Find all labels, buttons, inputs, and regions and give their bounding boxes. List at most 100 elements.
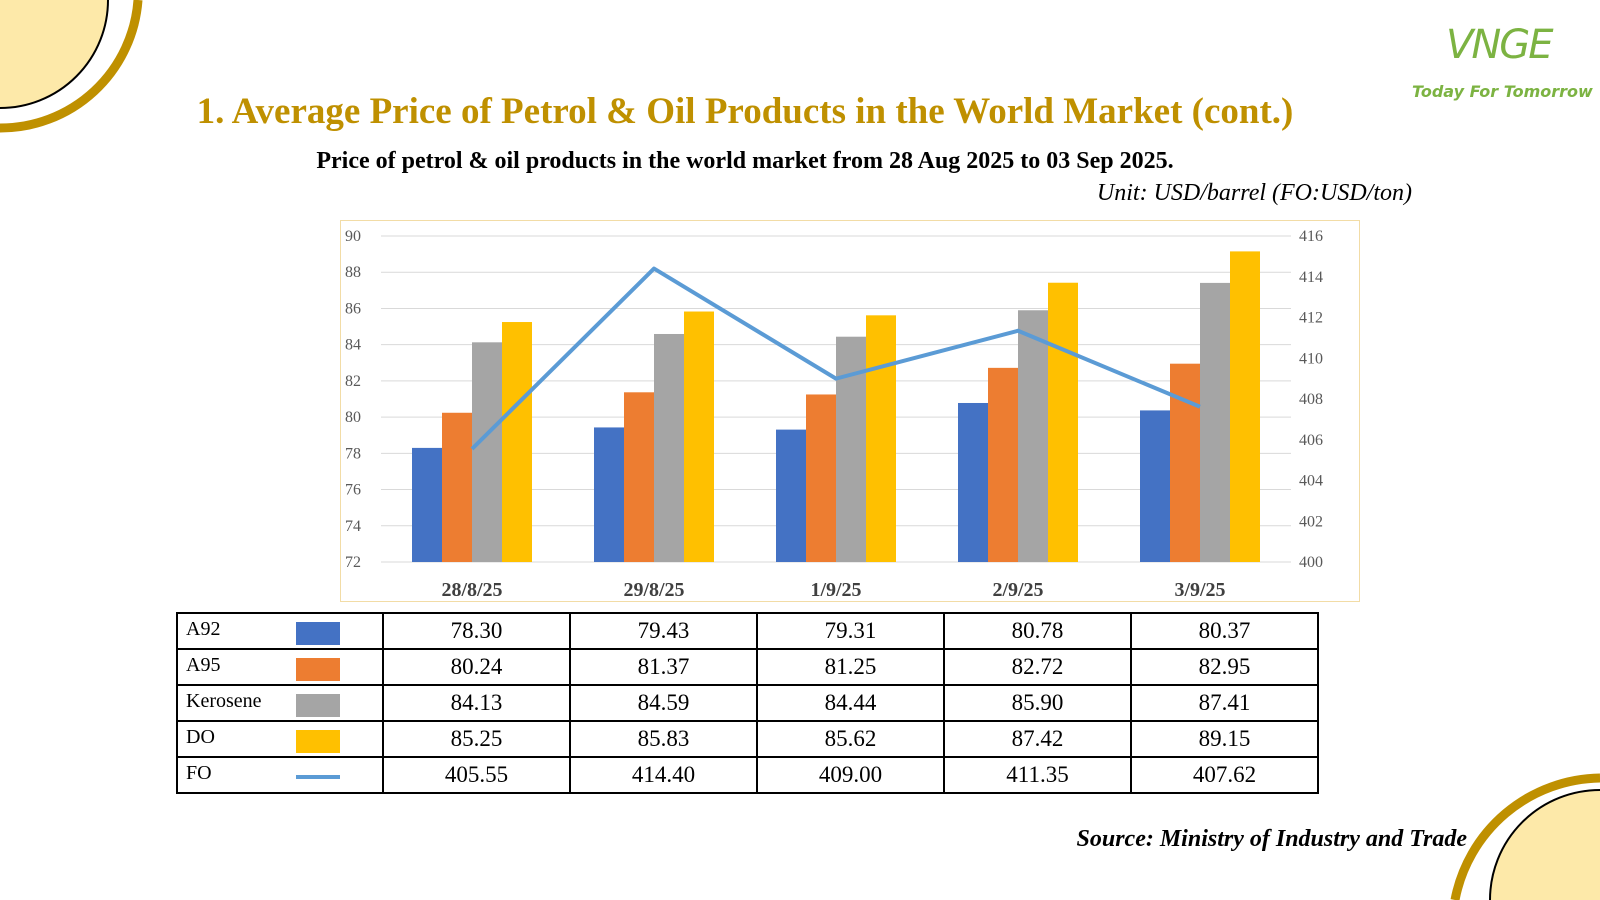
bar-a95 xyxy=(806,394,836,562)
y-left-tick-label: 84 xyxy=(345,337,361,354)
y-left-tick-label: 86 xyxy=(345,300,361,317)
legend-swatch xyxy=(296,730,340,753)
table-cell: 79.43 xyxy=(569,612,758,650)
page-title-text: 1. Average Price of Petrol & Oil Product… xyxy=(196,91,1294,132)
legend-swatch xyxy=(296,658,340,681)
table-row: Kerosene 84.13 84.59 84.44 85.90 87.41 xyxy=(176,684,1319,722)
y-right-tick-label: 416 xyxy=(1299,228,1323,245)
legend-swatch xyxy=(296,694,340,717)
y-left-tick-label: 90 xyxy=(345,228,361,245)
bar-a95 xyxy=(1170,363,1200,562)
table-row: A95 80.24 81.37 81.25 82.72 82.95 xyxy=(176,648,1319,686)
table-cell: 80.37 xyxy=(1130,612,1319,650)
legend-swatch xyxy=(296,775,340,779)
table-cell: 85.83 xyxy=(569,720,758,758)
table-row: A92 78.30 79.43 79.31 80.78 80.37 xyxy=(176,612,1319,650)
series-name: FO xyxy=(186,762,212,784)
y-left-tick-label: 78 xyxy=(345,445,361,462)
chart-subtitle-text: Price of petrol & oil products in the wo… xyxy=(316,148,1174,174)
y-left-tick-label: 72 xyxy=(345,554,361,571)
combo-chart: 72 74 76 78 80 82 84 86 88 90 400 402 404 406 408 410 41… xyxy=(345,228,1323,601)
y-left-tick-label: 74 xyxy=(345,518,361,535)
x-tick-label: 2/9/25 xyxy=(992,579,1043,601)
table-cell: 405.55 xyxy=(382,756,571,794)
y-left-tick-label: 88 xyxy=(345,264,361,281)
table-row: DO 85.25 85.83 85.62 87.42 89.15 xyxy=(176,720,1319,758)
table-cell: 407.62 xyxy=(1130,756,1319,794)
bar-do xyxy=(684,311,714,562)
x-tick-label: 3/9/25 xyxy=(1174,579,1225,601)
table-cell: 84.59 xyxy=(569,684,758,722)
table-cell: 80.24 xyxy=(382,648,571,686)
table-cell: 81.25 xyxy=(756,648,945,686)
bar-a95 xyxy=(442,412,472,562)
logo-tagline: Today For Tomorrow xyxy=(1412,82,1593,101)
chart-frame: 72 74 76 78 80 82 84 86 88 90 400 402 404 406 408 410 41… xyxy=(340,220,1360,602)
series-label-cell: A95 xyxy=(176,648,384,686)
table-cell: 84.13 xyxy=(382,684,571,722)
line-fo xyxy=(470,266,1201,451)
table-cell: 82.72 xyxy=(943,648,1132,686)
table-cell: 81.37 xyxy=(569,648,758,686)
x-tick-label: 28/8/25 xyxy=(441,579,502,601)
table-cell: 87.42 xyxy=(943,720,1132,758)
series-label-cell: DO xyxy=(176,720,384,758)
y-right-tick-label: 414 xyxy=(1299,269,1323,286)
bar-a95 xyxy=(988,367,1018,562)
bar-a92 xyxy=(776,429,806,562)
y-right-tick-label: 410 xyxy=(1299,350,1323,367)
series-name: DO xyxy=(186,726,215,748)
bar-do xyxy=(866,315,896,562)
bar-do xyxy=(1048,282,1078,562)
series-label-cell: FO xyxy=(176,756,384,794)
bar-kerosene xyxy=(472,342,502,562)
bar-do xyxy=(502,322,532,562)
y-left-tick-label: 82 xyxy=(345,373,361,390)
table-cell: 78.30 xyxy=(382,612,571,650)
series-label-cell: Kerosene xyxy=(176,684,384,722)
y-right-tick-label: 406 xyxy=(1299,432,1323,449)
page-title: 1. Average Price of Petrol & Oil Product… xyxy=(0,90,1600,133)
table-cell: 409.00 xyxy=(756,756,945,794)
y-right-tick-label: 404 xyxy=(1299,473,1323,490)
chart-subtitle: Price of petrol & oil products in the wo… xyxy=(0,148,1600,175)
table-row: FO 405.55 414.40 409.00 411.35 407.62 xyxy=(176,756,1319,794)
source-note: Source: Ministry of Industry and Trade xyxy=(1076,826,1468,852)
logo: VNGE xyxy=(1446,22,1554,68)
series-name: Kerosene xyxy=(186,690,262,712)
table-cell: 85.62 xyxy=(756,720,945,758)
y-right-tick-label: 400 xyxy=(1299,554,1323,571)
bar-kerosene xyxy=(1018,310,1048,562)
table-cell: 80.78 xyxy=(943,612,1132,650)
x-tick-label: 29/8/25 xyxy=(623,579,684,601)
bar-kerosene xyxy=(1200,282,1230,562)
table-cell: 85.25 xyxy=(382,720,571,758)
y-right-tick-label: 412 xyxy=(1299,310,1323,327)
y-left-tick-label: 80 xyxy=(345,409,361,426)
x-tick-label: 1/9/25 xyxy=(810,579,861,601)
bar-a95 xyxy=(624,392,654,562)
table-cell: 79.31 xyxy=(756,612,945,650)
y-right-tick-label: 408 xyxy=(1299,391,1323,408)
y-right-tick-label: 402 xyxy=(1299,513,1323,530)
bar-a92 xyxy=(594,427,624,562)
series-name: A92 xyxy=(186,618,221,640)
unit-label: Unit: USD/barrel (FO:USD/ton) xyxy=(1096,180,1412,206)
table-cell: 414.40 xyxy=(569,756,758,794)
legend-swatch xyxy=(296,622,340,645)
bar-do xyxy=(1230,251,1260,562)
series-label-cell: A92 xyxy=(176,612,384,650)
table-cell: 87.41 xyxy=(1130,684,1319,722)
bar-a92 xyxy=(958,402,988,562)
data-table: A92 78.30 79.43 79.31 80.78 80.37 A95 80.24 81.3… xyxy=(176,612,1319,794)
bar-a92 xyxy=(1140,410,1170,562)
table-cell: 411.35 xyxy=(943,756,1132,794)
table-cell: 85.90 xyxy=(943,684,1132,722)
table-cell: 84.44 xyxy=(756,684,945,722)
y-left-tick-label: 76 xyxy=(345,482,361,499)
bar-a92 xyxy=(412,447,442,562)
bar-kerosene xyxy=(654,333,684,562)
series-name: A95 xyxy=(186,654,221,676)
table-cell: 82.95 xyxy=(1130,648,1319,686)
